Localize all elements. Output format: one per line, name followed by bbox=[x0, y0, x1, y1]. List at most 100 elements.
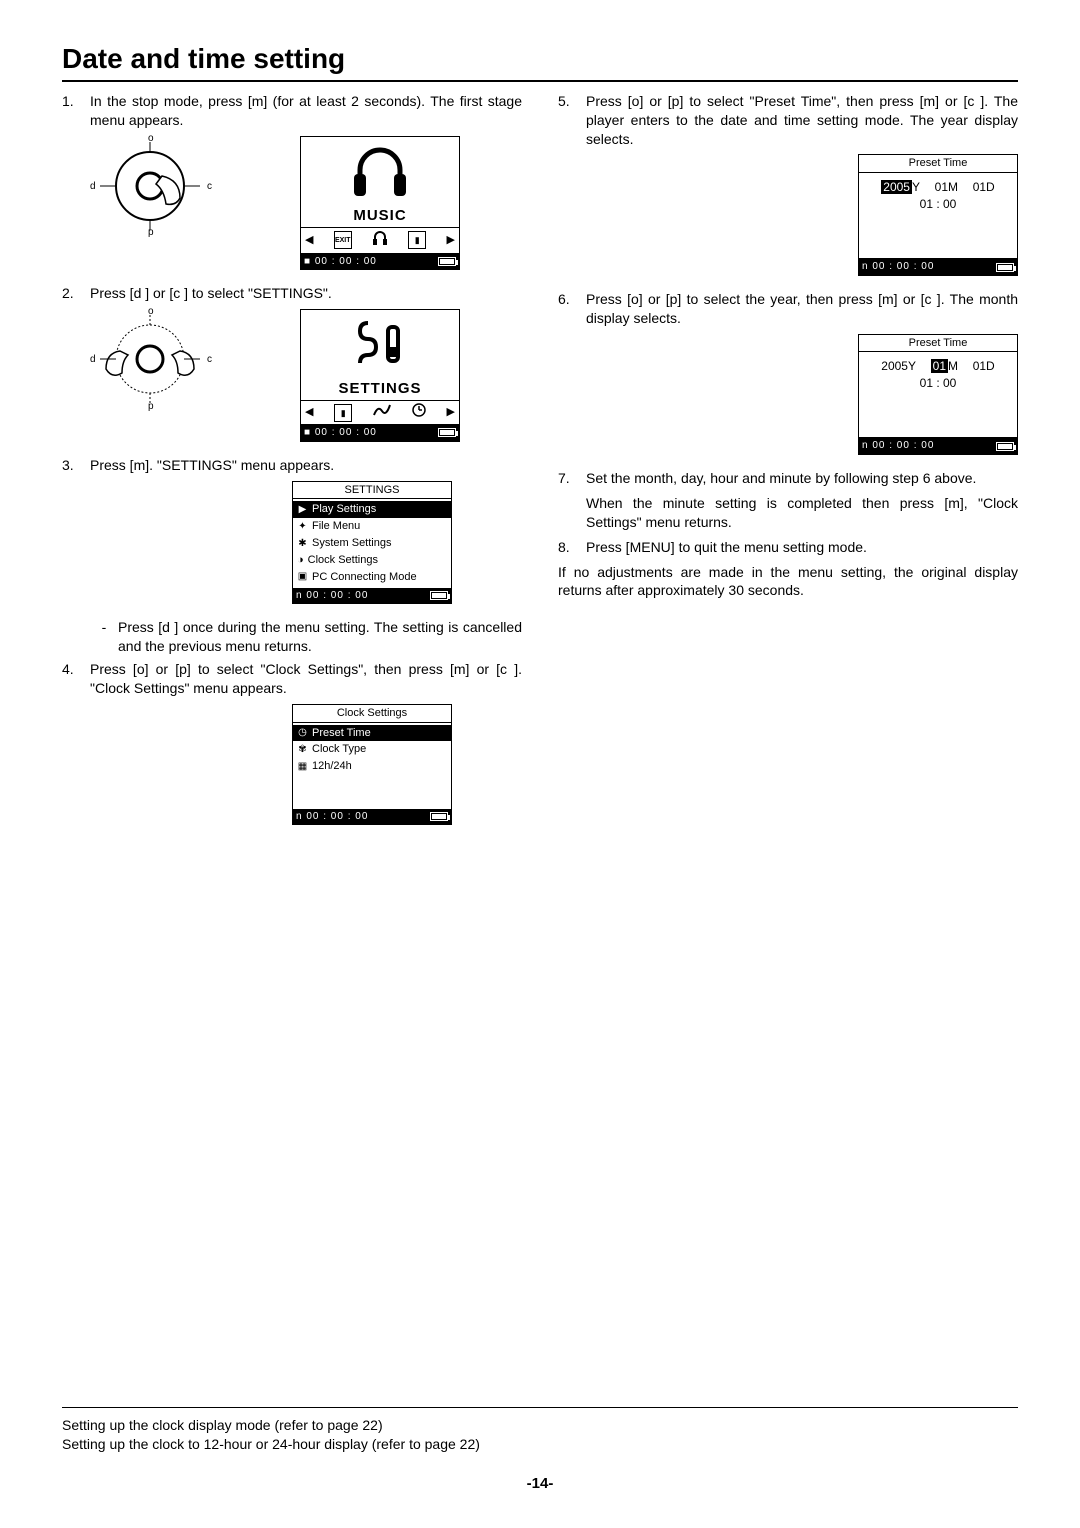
screen-music-status: ■ 00 : 00 : 00 bbox=[301, 254, 459, 270]
menu-list: ◷Preset Time ✾Clock Type ▦12h/24h bbox=[293, 723, 451, 809]
nav-left-icon: ◀ bbox=[305, 233, 313, 248]
screen-settings-row: ◀ ▮ ▶ bbox=[301, 400, 459, 425]
clock-mini-icon bbox=[412, 403, 426, 422]
file-icon: ✦ bbox=[297, 521, 308, 532]
dpad-right-label: c bbox=[207, 353, 212, 367]
figure-row-2: o d c p bbox=[90, 309, 522, 442]
page-title: Date and time setting bbox=[62, 40, 1018, 82]
figure-preset-1: Preset Time 2005Y 01M 01D 01 : 00 n 00 :… bbox=[558, 154, 1018, 275]
screen-preset-time-1: Preset Time 2005Y 01M 01D 01 : 00 n 00 :… bbox=[858, 154, 1018, 275]
battery-icon bbox=[430, 591, 448, 600]
screen-clock-settings-menu: Clock Settings ◷Preset Time ✾Clock Type … bbox=[292, 704, 452, 825]
menu-item-file-menu: ✦File Menu bbox=[293, 518, 451, 535]
preset-date-line: 2005Y 01M 01D bbox=[859, 352, 1017, 374]
step-num: 3. bbox=[62, 456, 90, 475]
dpad-left-label: d bbox=[90, 180, 96, 194]
step-num: 1. bbox=[62, 92, 90, 130]
preset-month: 01 bbox=[935, 180, 948, 194]
footer: Setting up the clock display mode (refer… bbox=[62, 1407, 1018, 1494]
battery-icon bbox=[438, 257, 456, 266]
dpad-diagram-2: o d c p bbox=[90, 309, 210, 409]
menu-status: n 00 : 00 : 00 bbox=[859, 438, 1017, 454]
page-number: -14- bbox=[62, 1474, 1018, 1494]
headphones-mini-icon bbox=[372, 230, 388, 251]
step-8: 8. Press [MENU] to quit the menu setting… bbox=[558, 538, 1018, 557]
note-dash: - Press [d ] once during the menu settin… bbox=[90, 618, 522, 656]
step-6: 6. Press [o] or [p] to select the year, … bbox=[558, 290, 1018, 328]
step-num: 8. bbox=[558, 538, 586, 557]
menu-status: n 00 : 00 : 00 bbox=[859, 259, 1017, 275]
pc-icon: ▣ bbox=[297, 572, 308, 583]
dpad-up-label: o bbox=[148, 305, 154, 319]
preset-date-line: 2005Y 01M 01D bbox=[859, 173, 1017, 195]
figure-row-1: o d c p bbox=[90, 136, 522, 271]
nav-right-icon: ▶ bbox=[447, 405, 455, 420]
screen-settings: SETTINGS ◀ ▮ ▶ ■ 00 : 00 : 00 bbox=[300, 309, 460, 442]
screen-settings-status: ■ 00 : 00 : 00 bbox=[301, 425, 459, 441]
step-num bbox=[558, 494, 586, 532]
step-text: Press [m]. "SETTINGS" menu appears. bbox=[90, 456, 522, 475]
dpad-right-label: c bbox=[207, 180, 212, 194]
dpad-down-label: p bbox=[148, 226, 154, 240]
left-column: 1. In the stop mode, press [m] (for at l… bbox=[62, 92, 522, 839]
step-7b: When the minute setting is completed the… bbox=[558, 494, 1018, 532]
dash: - bbox=[90, 618, 118, 656]
menu-item-play-settings: ▶Play Settings bbox=[293, 501, 451, 518]
step-7: 7. Set the month, day, hour and minute b… bbox=[558, 469, 1018, 488]
menu-item-pc-connecting: ▣PC Connecting Mode bbox=[293, 569, 451, 586]
menu-head: Preset Time bbox=[859, 155, 1017, 173]
step-text: Set the month, day, hour and minute by f… bbox=[586, 469, 1018, 488]
clock-icon: ◑ bbox=[297, 553, 304, 568]
step-num: 6. bbox=[558, 290, 586, 328]
step-text: Press [o] or [p] to select the year, the… bbox=[586, 290, 1018, 328]
preset-body: 2005Y 01M 01D 01 : 00 bbox=[859, 352, 1017, 438]
step-text: When the minute setting is completed the… bbox=[586, 494, 1018, 532]
step-text: Press [o] or [p] to select "Preset Time"… bbox=[586, 92, 1018, 149]
preset-year: 2005 bbox=[881, 180, 912, 194]
step-num: 4. bbox=[62, 660, 90, 698]
step-num: 5. bbox=[558, 92, 586, 149]
step-text: Press [d ] or [c ] to select "SETTINGS". bbox=[90, 284, 522, 303]
preset-month: 01 bbox=[931, 359, 948, 373]
menu-item-clock-type: ✾Clock Type bbox=[293, 741, 451, 758]
clock-icon: ◷ bbox=[297, 727, 308, 738]
menu-list: ▶Play Settings ✦File Menu ✱System Settin… bbox=[293, 499, 451, 587]
preset-day: 01 bbox=[973, 359, 986, 373]
note-text: Press [d ] once during the menu setting.… bbox=[118, 618, 522, 656]
closing-note: If no adjustments are made in the menu s… bbox=[558, 563, 1018, 601]
step-5: 5. Press [o] or [p] to select "Preset Ti… bbox=[558, 92, 1018, 149]
screen-music-row: ◀ EXIT ▮ ▶ bbox=[301, 227, 459, 254]
battery-icon bbox=[996, 263, 1014, 272]
play-icon: ▶ bbox=[297, 504, 308, 515]
wave-mini-icon bbox=[373, 403, 391, 422]
nav-right-icon: ▶ bbox=[447, 233, 455, 248]
dpad-down-label: p bbox=[148, 400, 154, 414]
battery-icon bbox=[996, 442, 1014, 451]
dpad-up-label: o bbox=[148, 132, 154, 146]
screen-settings-menu: SETTINGS ▶Play Settings ✦File Menu ✱Syst… bbox=[292, 481, 452, 605]
menu-item-12h24h: ▦12h/24h bbox=[293, 758, 451, 775]
system-icon: ✱ bbox=[297, 538, 308, 549]
headphones-icon bbox=[301, 137, 459, 205]
dpad-left-label: d bbox=[90, 353, 96, 367]
preset-time-line: 01 : 00 bbox=[859, 196, 1017, 212]
step-num: 7. bbox=[558, 469, 586, 488]
preset-day: 01 bbox=[973, 180, 986, 194]
dpad-icon bbox=[90, 309, 210, 409]
step-2: 2. Press [d ] or [c ] to select "SETTING… bbox=[62, 284, 522, 303]
step-4: 4. Press [o] or [p] to select "Clock Set… bbox=[62, 660, 522, 698]
file-mini-icon: ▮ bbox=[408, 231, 426, 249]
step-3: 3. Press [m]. "SETTINGS" menu appears. bbox=[62, 456, 522, 475]
menu-head: Clock Settings bbox=[293, 705, 451, 723]
screen-preset-time-2: Preset Time 2005Y 01M 01D 01 : 00 n 00 :… bbox=[858, 334, 1018, 455]
menu-head: SETTINGS bbox=[293, 482, 451, 500]
screen-music: MUSIC ◀ EXIT ▮ ▶ ■ 00 : 00 : 00 bbox=[300, 136, 460, 271]
screen-music-title: MUSIC bbox=[301, 205, 459, 227]
screen-settings-title: SETTINGS bbox=[301, 378, 459, 400]
preset-body: 2005Y 01M 01D 01 : 00 bbox=[859, 173, 1017, 259]
footer-rule bbox=[62, 1407, 1018, 1408]
exit-icon: EXIT bbox=[334, 231, 352, 249]
preset-year: 2005 bbox=[881, 359, 908, 373]
step-num: 2. bbox=[62, 284, 90, 303]
settings-big-icon bbox=[301, 310, 459, 378]
